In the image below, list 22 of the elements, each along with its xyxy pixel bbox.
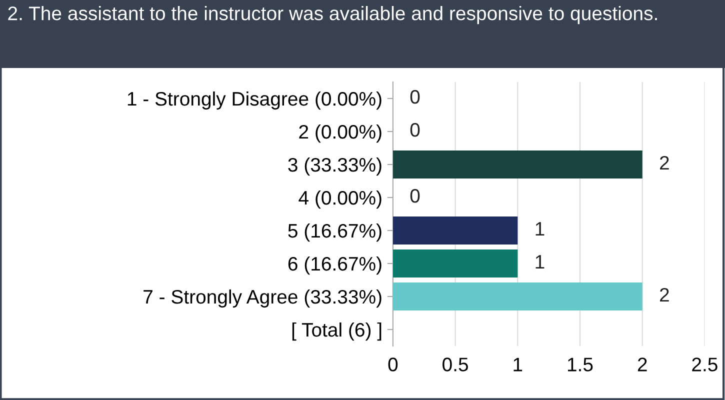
x-tick-label: 0 — [388, 358, 398, 372]
data-label: 0 — [410, 90, 420, 104]
y-tick-label: 3 (33.33%) — [288, 157, 382, 176]
x-tick-label: 2 — [638, 358, 647, 372]
data-label: 1 — [536, 222, 544, 236]
data-label: 1 — [536, 255, 544, 269]
x-tick-label: 2.5 — [692, 358, 718, 372]
chart-title: 2. The assistant to the instructor was available and responsive to questions. — [8, 6, 657, 24]
y-tick-label: 4 (0.00%) — [298, 190, 382, 209]
y-tick-label: 6 (16.67%) — [288, 256, 382, 275]
x-tick-label: 1.5 — [568, 358, 593, 372]
y-tick-label: 2 (0.00%) — [299, 124, 382, 143]
y-tick-label: 5 (16.67%) — [288, 223, 382, 242]
y-tick-label: [ Total (6) ] — [292, 322, 382, 341]
data-label: 0 — [410, 188, 420, 203]
y-tick-label: 7 - Strongly Agree (33.33%) — [144, 289, 382, 308]
y-tick-label: 1 - Strongly Disagree (0.00%) — [128, 91, 382, 110]
x-tick-label: 1 — [514, 358, 522, 372]
data-label: 0 — [410, 122, 420, 137]
x-tick-label: 0.5 — [442, 358, 468, 372]
data-label: 2 — [660, 156, 669, 170]
data-label: 2 — [660, 288, 669, 302]
